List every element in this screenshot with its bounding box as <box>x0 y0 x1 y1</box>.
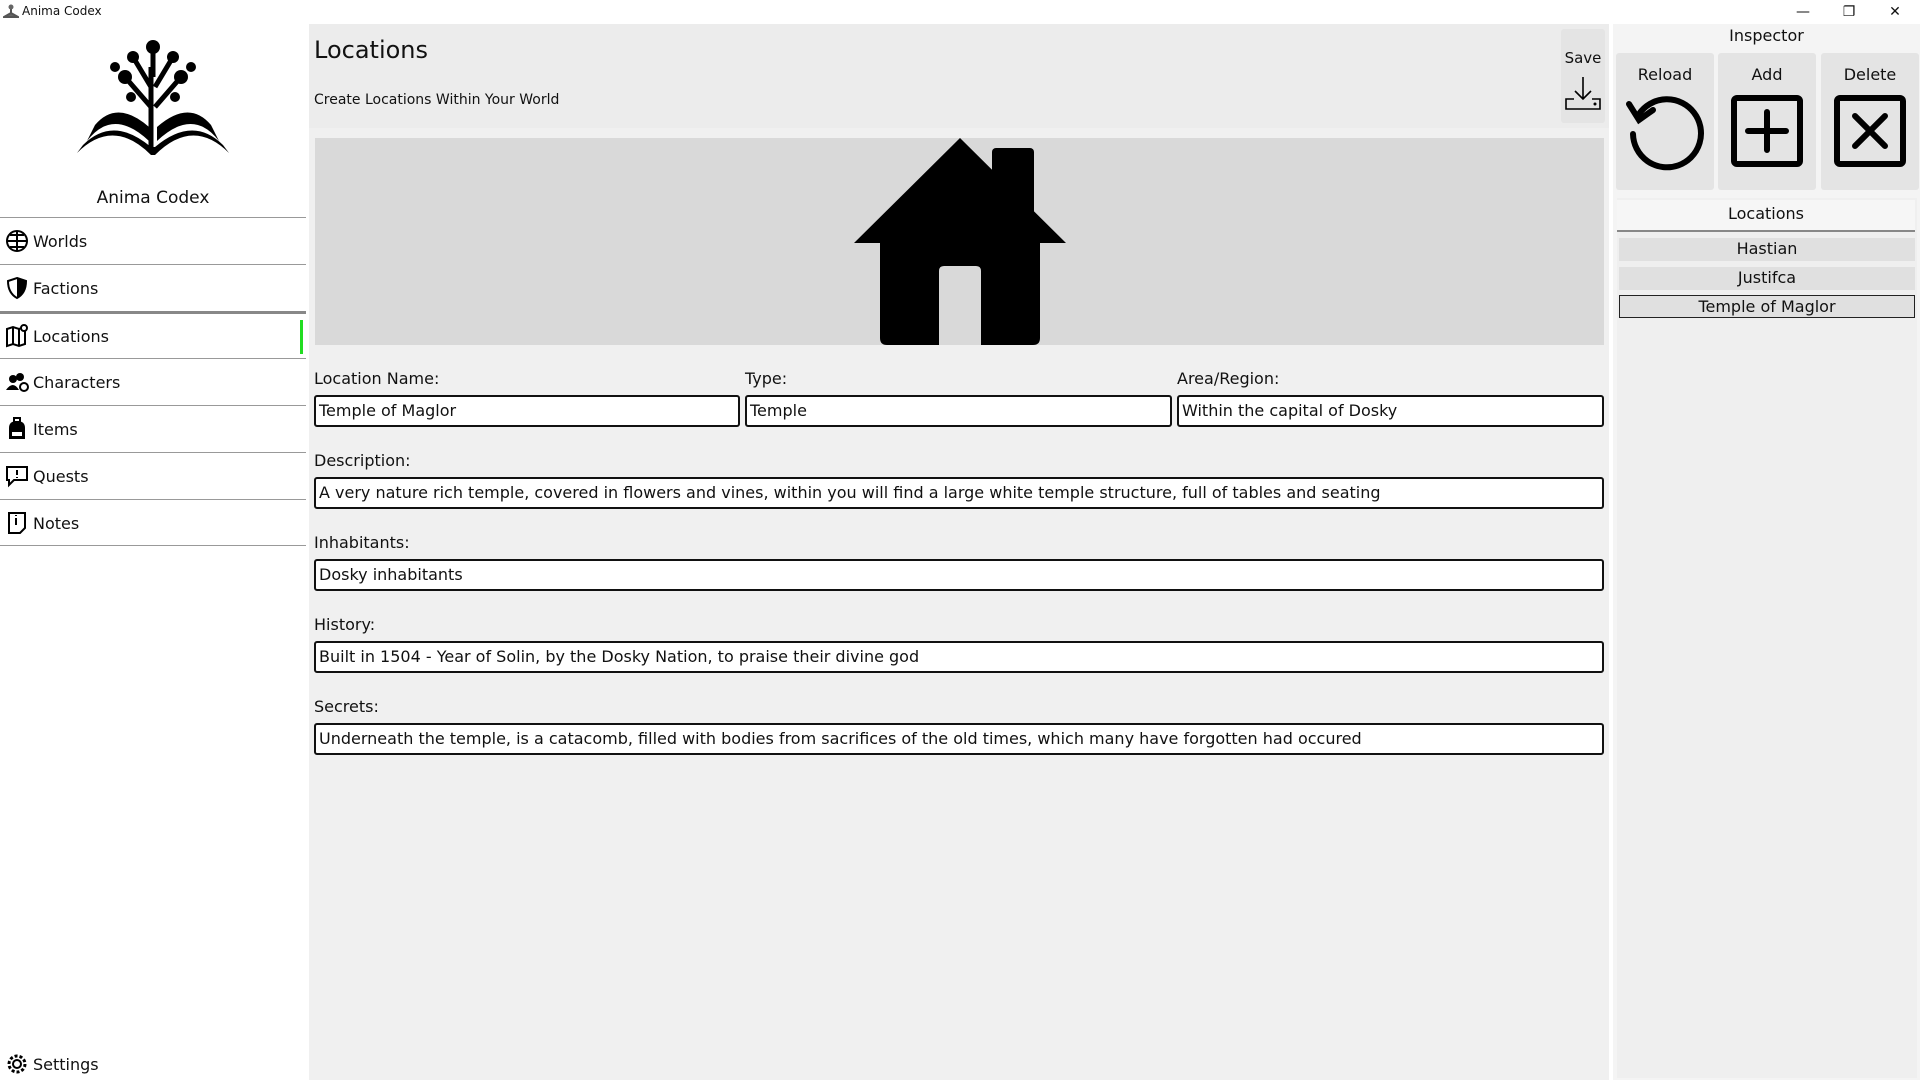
sidebar-item-label: Worlds <box>33 231 88 251</box>
sidebar-item-factions[interactable]: Factions <box>0 264 306 311</box>
delete-button[interactable]: Delete <box>1821 53 1919 190</box>
sidebar-item-notes[interactable]: Notes <box>0 499 306 546</box>
add-label: Add <box>1751 65 1783 84</box>
app-name: Anima Codex <box>96 188 210 208</box>
restore-button[interactable]: ❐ <box>1842 4 1856 20</box>
history-label: History: <box>314 615 376 634</box>
backpack-icon <box>9 417 25 439</box>
title-bar: Anima Codex — ❐ ✕ <box>0 0 1920 24</box>
location-name-label: Location Name: <box>314 369 440 388</box>
location-image[interactable] <box>315 138 1604 345</box>
page-title: Locations <box>314 36 429 64</box>
secrets-label: Secrets: <box>314 697 379 716</box>
sidebar-item-locations[interactable]: Locations <box>0 311 306 358</box>
globe-icon <box>6 230 28 252</box>
save-button[interactable]: Save <box>1561 29 1605 123</box>
sidebar-item-characters[interactable]: Characters <box>0 358 306 405</box>
type-input[interactable]: Temple <box>745 395 1172 427</box>
secrets-input[interactable]: Underneath the temple, is a catacomb, fi… <box>314 723 1604 755</box>
page-subtitle: Create Locations Within Your World <box>314 92 560 108</box>
delete-label: Delete <box>1843 65 1897 84</box>
sidebar-item-label: Locations <box>33 326 110 346</box>
sidebar-item-label: Characters <box>33 372 121 392</box>
description-label: Description: <box>314 451 411 470</box>
save-label: Save <box>1564 49 1602 67</box>
map-pin-icon <box>6 324 28 348</box>
locations-list-title: Locations <box>1617 200 1915 232</box>
sidebar <box>0 24 306 1080</box>
x-box-icon <box>1834 95 1906 167</box>
speech-alert-icon <box>6 466 28 488</box>
users-icon <box>6 373 29 392</box>
download-icon <box>1565 77 1601 110</box>
sidebar-divider <box>0 545 306 546</box>
inhabitants-input[interactable]: Dosky inhabitants <box>314 559 1604 591</box>
app-icon <box>3 4 19 18</box>
note-icon <box>8 512 26 534</box>
book-tree-logo <box>77 40 229 155</box>
settings-button[interactable]: Settings <box>0 1050 99 1078</box>
gear-icon <box>7 1054 27 1074</box>
sidebar-item-worlds[interactable]: Worlds <box>0 217 306 264</box>
close-button[interactable]: ✕ <box>1889 4 1901 20</box>
inhabitants-label: Inhabitants: <box>314 533 410 552</box>
list-item[interactable]: Hastian <box>1619 238 1915 261</box>
sidebar-item-label: Items <box>33 419 78 439</box>
page-header <box>309 24 1609 128</box>
window-title: Anima Codex <box>22 4 102 18</box>
inspector-title: Inspector <box>1729 26 1804 45</box>
sidebar-item-label: Factions <box>33 278 99 298</box>
reload-icon <box>1626 96 1704 171</box>
list-item[interactable]: Justifca <box>1619 267 1915 290</box>
sidebar-item-items[interactable]: Items <box>0 405 306 452</box>
area-input[interactable]: Within the capital of Dosky <box>1177 395 1604 427</box>
plus-box-icon <box>1731 95 1803 167</box>
type-label: Type: <box>745 369 788 388</box>
location-name-input[interactable]: Temple of Maglor <box>314 395 740 427</box>
sidebar-item-label: Quests <box>33 466 89 486</box>
description-input[interactable]: A very nature rich temple, covered in fl… <box>314 477 1604 509</box>
reload-button[interactable]: Reload <box>1616 53 1714 190</box>
area-label: Area/Region: <box>1177 369 1280 388</box>
sidebar-item-label: Notes <box>33 513 80 533</box>
shield-icon <box>6 276 28 300</box>
locations-list <box>1617 198 1917 1078</box>
minimize-button[interactable]: — <box>1796 4 1810 20</box>
house-icon <box>853 138 1066 345</box>
settings-label: Settings <box>33 1054 99 1074</box>
history-input[interactable]: Built in 1504 - Year of Solin, by the Do… <box>314 641 1604 673</box>
sidebar-item-quests[interactable]: Quests <box>0 452 306 499</box>
reload-label: Reload <box>1637 65 1693 84</box>
list-item-selected[interactable]: Temple of Maglor <box>1619 295 1915 318</box>
add-button[interactable]: Add <box>1718 53 1816 190</box>
